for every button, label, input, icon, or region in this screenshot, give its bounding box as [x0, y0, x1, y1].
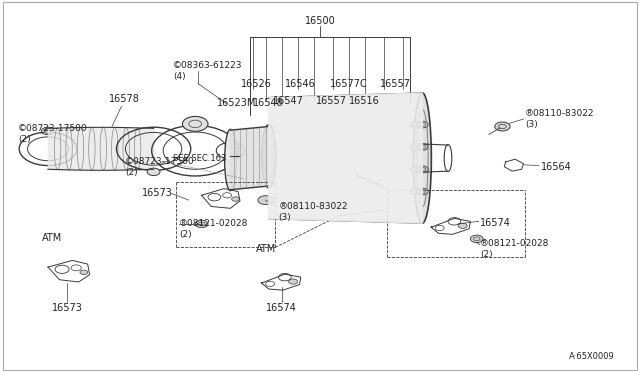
Polygon shape [269, 93, 422, 223]
Text: 16573: 16573 [52, 303, 83, 313]
Circle shape [289, 279, 298, 284]
Text: A·65X0009: A·65X0009 [569, 352, 614, 361]
Text: 16574: 16574 [266, 303, 297, 313]
Circle shape [417, 121, 428, 128]
Text: SEE SEC.163: SEE SEC.163 [173, 154, 226, 163]
Ellipse shape [225, 129, 236, 190]
Text: 16557: 16557 [380, 79, 411, 89]
Polygon shape [230, 126, 269, 190]
Text: ©08363-61223
(4): ©08363-61223 (4) [173, 61, 243, 81]
Text: 16578: 16578 [109, 94, 140, 104]
Text: ©08723-17500
(2): ©08723-17500 (2) [18, 124, 88, 144]
Text: ATM: ATM [42, 233, 62, 243]
Text: ATM: ATM [256, 244, 276, 254]
Circle shape [417, 166, 428, 173]
Circle shape [410, 144, 422, 150]
Text: 16577C: 16577C [330, 79, 367, 89]
Text: 16548: 16548 [253, 98, 284, 108]
Text: 16564: 16564 [541, 163, 572, 172]
Circle shape [232, 197, 239, 201]
Circle shape [195, 220, 208, 228]
Circle shape [410, 121, 422, 128]
Text: 16523M: 16523M [217, 98, 257, 108]
Ellipse shape [413, 93, 431, 223]
Circle shape [458, 223, 467, 228]
Circle shape [80, 270, 88, 275]
Text: ®08110-83022
(3): ®08110-83022 (3) [278, 202, 348, 222]
Text: ®08110-83022
(3): ®08110-83022 (3) [525, 109, 595, 129]
Circle shape [417, 188, 428, 195]
Ellipse shape [262, 125, 276, 188]
Circle shape [410, 166, 422, 173]
Text: 16573: 16573 [142, 189, 173, 198]
Circle shape [182, 116, 208, 131]
Text: ©08723-17500
(2): ©08723-17500 (2) [125, 157, 195, 177]
Text: ®08121-02028
(2): ®08121-02028 (2) [480, 239, 549, 259]
Circle shape [147, 168, 160, 176]
Circle shape [495, 122, 510, 131]
Text: 16574: 16574 [480, 218, 511, 228]
Circle shape [258, 196, 273, 205]
Text: 16546: 16546 [285, 79, 316, 89]
Circle shape [470, 235, 483, 243]
Circle shape [417, 144, 428, 150]
Text: 16557: 16557 [316, 96, 347, 106]
Circle shape [42, 127, 54, 135]
Text: 16516: 16516 [349, 96, 380, 106]
Circle shape [410, 188, 422, 195]
Text: 16547: 16547 [273, 96, 303, 106]
Text: ®08121-02028
(2): ®08121-02028 (2) [179, 219, 248, 239]
Text: 16526: 16526 [241, 79, 271, 89]
Text: 16500: 16500 [305, 16, 335, 26]
